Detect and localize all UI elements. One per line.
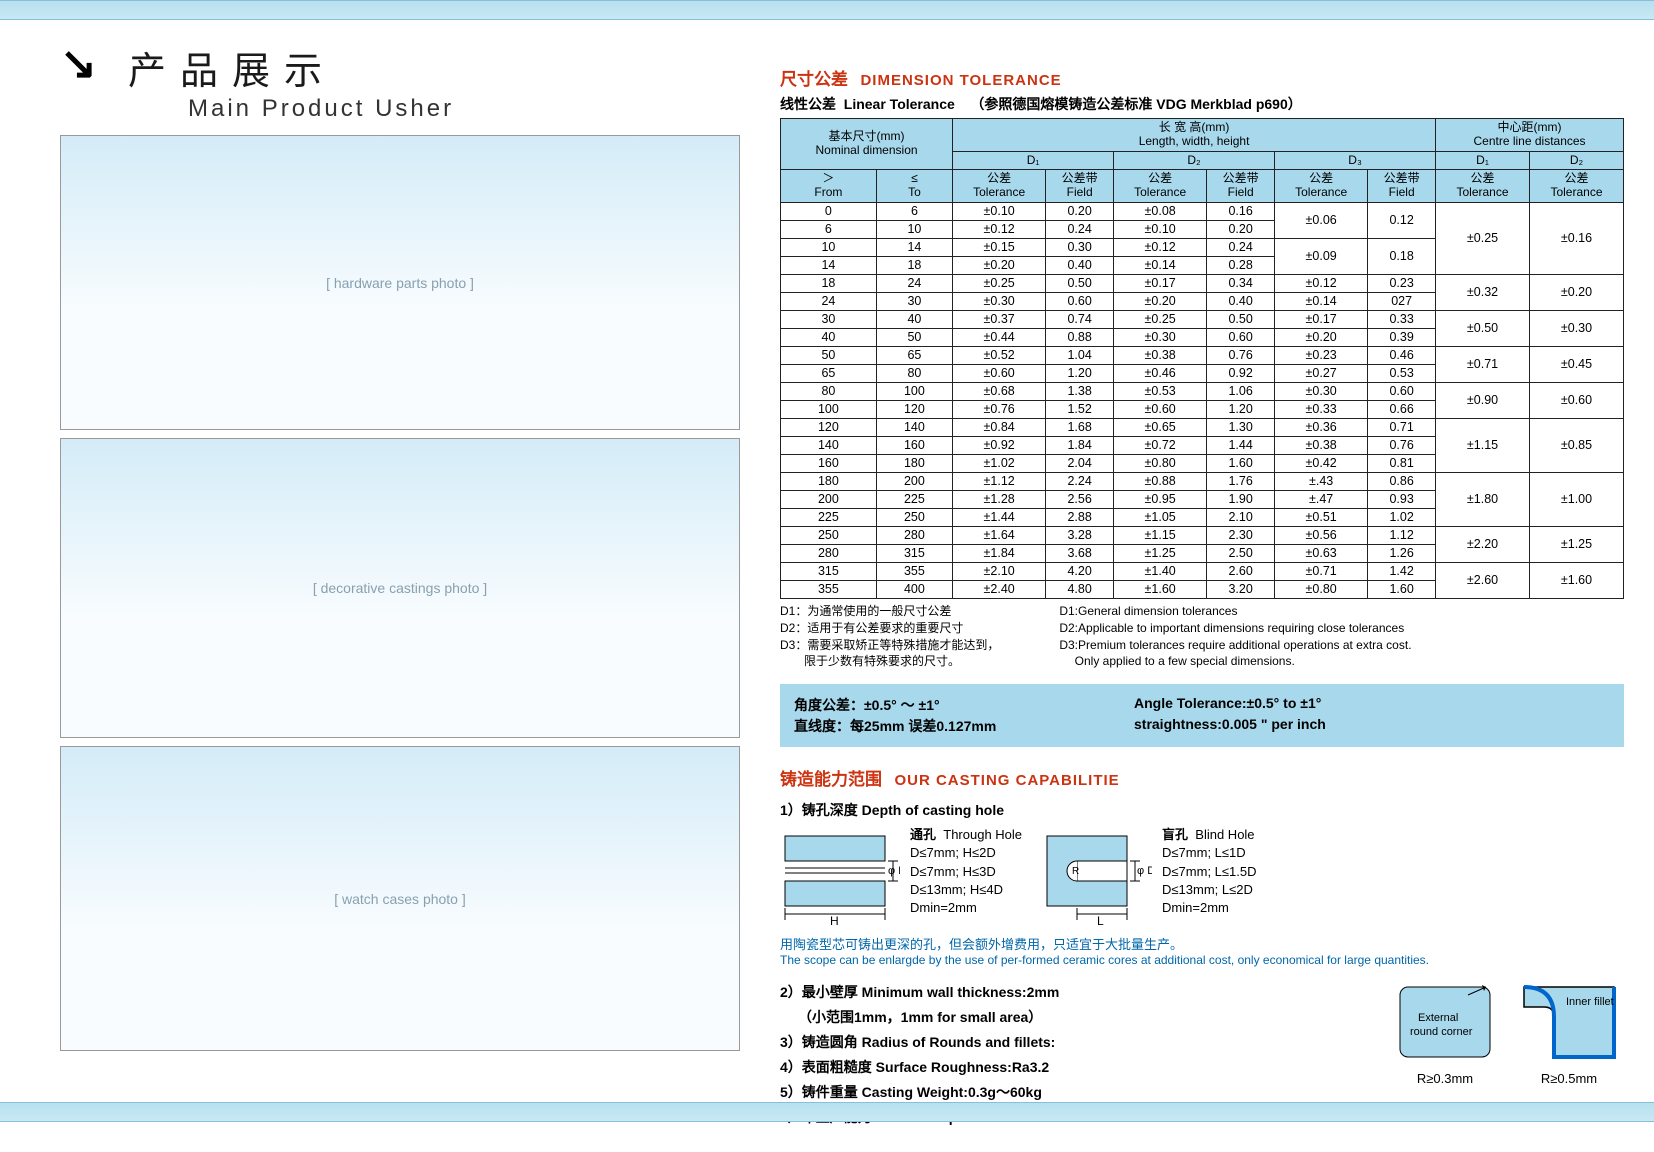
angle-tolerance-box: 角度公差：±0.5° ～ ±1° Angle Tolerance:±0.5° t… bbox=[780, 684, 1624, 747]
through-hole-diagram: φ D H 通孔 Through Hole D≤7mm; H≤2D D≤7mm;… bbox=[780, 826, 1022, 926]
table-notes: D1：为通常使用的一般尺寸公差 D2：适用于有公差要求的重要尺寸 D3：需要采取… bbox=[780, 603, 1624, 670]
title-en: Main Product Usher bbox=[188, 95, 454, 123]
svg-text:φ D: φ D bbox=[888, 865, 900, 877]
svg-text:Inner fillet: Inner fillet bbox=[1566, 996, 1614, 1008]
hole-diagrams: φ D H 通孔 Through Hole D≤7mm; H≤2D D≤7mm;… bbox=[780, 826, 1624, 926]
linear-tolerance-line: 线性公差 Linear Tolerance （参照德国熔模铸造公差标准 VDG … bbox=[780, 94, 1624, 114]
ceramic-core-note: 用陶瓷型芯可铸出更深的孔，但会额外增费用，只适宜于大批量生产。 The scop… bbox=[780, 934, 1624, 967]
product-image-1: [ hardware parts photo ] bbox=[60, 135, 740, 430]
page-content: ↘ 产品展示 Main Product Usher [ hardware par… bbox=[0, 20, 1654, 1152]
capabilities-title: 铸造能力范围 OUR CASTING CAPABILITIE bbox=[780, 765, 1624, 790]
capabilities-section: 铸造能力范围 OUR CASTING CAPABILITIE 1）铸孔深度 De… bbox=[780, 765, 1624, 1132]
svg-text:R: R bbox=[1072, 866, 1079, 877]
left-column: ↘ 产品展示 Main Product Usher [ hardware par… bbox=[60, 40, 740, 1132]
external-corner-icon: External round corner bbox=[1390, 977, 1500, 1067]
top-stripe bbox=[0, 0, 1654, 20]
product-image-3: [ watch cases photo ] bbox=[60, 746, 740, 1051]
svg-text:round corner: round corner bbox=[1410, 1026, 1473, 1038]
inner-fillet-icon: Inner fillet bbox=[1514, 977, 1624, 1067]
svg-text:External: External bbox=[1418, 1012, 1458, 1024]
tolerance-table: 基本尺寸(mm)Nominal dimension长 宽 高(mm)Length… bbox=[780, 118, 1624, 599]
arrow-icon: ↘ bbox=[60, 40, 108, 88]
right-column: 尺寸公差 DIMENSION TOLERANCE 线性公差 Linear Tol… bbox=[780, 40, 1624, 1132]
svg-text:φ D: φ D bbox=[1137, 865, 1152, 877]
bottom-stripe bbox=[0, 1102, 1654, 1122]
blind-hole-diagram: R φ D L 盲孔 Blind Hole D≤7mm; L≤1D D≤7mm bbox=[1042, 826, 1256, 926]
product-image-2: [ decorative castings photo ] bbox=[60, 438, 740, 738]
through-hole-icon: φ D H bbox=[780, 826, 900, 926]
inner-fillet-diagram: Inner fillet R≥0.5mm bbox=[1514, 977, 1624, 1086]
svg-text:L: L bbox=[1097, 914, 1104, 926]
blind-hole-icon: R φ D L bbox=[1042, 826, 1152, 926]
title-cn: 产品展示 bbox=[128, 40, 454, 95]
svg-text:H: H bbox=[830, 914, 839, 926]
dimension-title: 尺寸公差 DIMENSION TOLERANCE bbox=[780, 65, 1624, 90]
external-corner-diagram: External round corner R≥0.3mm bbox=[1390, 977, 1500, 1086]
page-header: ↘ 产品展示 Main Product Usher bbox=[60, 40, 740, 123]
